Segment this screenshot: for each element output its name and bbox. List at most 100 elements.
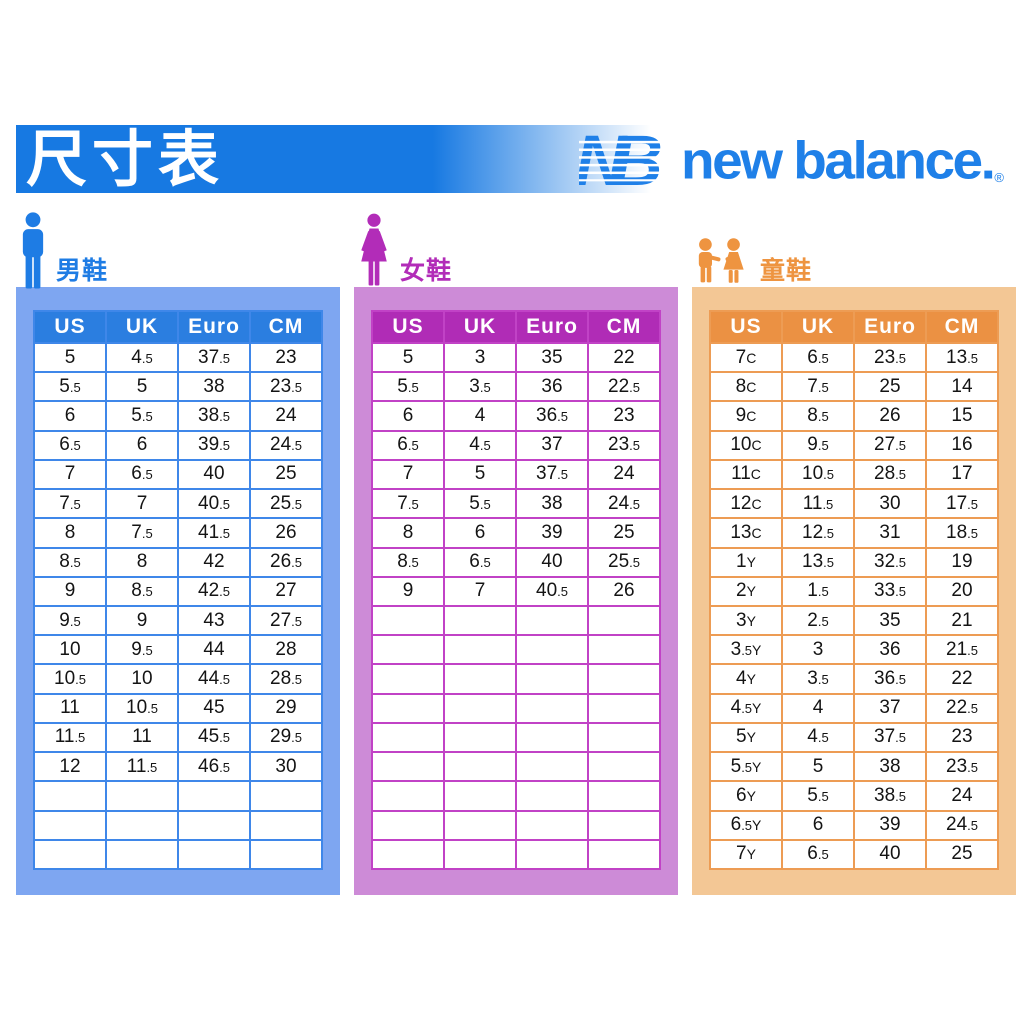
size-cell: 3Y <box>709 604 783 637</box>
size-cell: 3 <box>781 634 855 666</box>
size-cell: 9 <box>371 575 445 607</box>
size-cell: 25.5 <box>587 546 661 578</box>
size-cell: 21.5 <box>925 634 999 666</box>
size-cell: 5.5Y <box>709 751 783 783</box>
size-cell: 5 <box>105 371 179 403</box>
size-row: 7Y 6.5 40 25 <box>709 838 999 871</box>
size-row: 3Y 2.5 35 21 <box>709 604 999 637</box>
empty-cell <box>515 692 589 724</box>
empty-cell <box>443 809 517 841</box>
size-cell: 25 <box>249 458 323 491</box>
column-header-euro: Euro <box>177 310 251 344</box>
empty-row <box>371 780 661 812</box>
size-cell: 12.5 <box>781 517 855 549</box>
size-cell: 4.5 <box>781 721 855 754</box>
size-cell: 23.5 <box>249 371 323 403</box>
empty-cell <box>105 780 179 812</box>
registered-mark: ® <box>994 170 1004 185</box>
size-cell: 23 <box>925 721 999 754</box>
size-cell: 44 <box>177 634 251 666</box>
size-cell: 30 <box>853 488 927 520</box>
empty-cell <box>587 692 661 724</box>
size-cell: 11.5 <box>781 488 855 520</box>
size-cell: 2Y <box>709 575 783 607</box>
size-cell: 6.5 <box>105 458 179 491</box>
size-cell: 22.5 <box>925 692 999 724</box>
size-row: 11 10.5 45 29 <box>33 692 323 724</box>
empty-cell <box>443 634 517 666</box>
size-cell: 8 <box>105 546 179 578</box>
size-cell: 10.5 <box>105 692 179 724</box>
size-cell: 9 <box>105 604 179 637</box>
size-cell: 35 <box>515 341 589 374</box>
size-cell: 37 <box>853 692 927 724</box>
empty-cell <box>515 809 589 841</box>
size-row: 11.5 11 45.5 29.5 <box>33 721 323 754</box>
size-cell: 4.5Y <box>709 692 783 724</box>
size-cell: 18.5 <box>925 517 999 549</box>
empty-cell <box>105 809 179 841</box>
size-cell: 8 <box>371 517 445 549</box>
size-cell: 33.5 <box>853 575 927 607</box>
size-cell: 25 <box>853 371 927 403</box>
size-row: 9 8.5 42.5 27 <box>33 575 323 607</box>
empty-cell <box>371 721 445 754</box>
size-row: 6 5.5 38.5 24 <box>33 400 323 432</box>
size-cell: 8.5 <box>105 575 179 607</box>
size-cell: 5.5 <box>781 780 855 812</box>
size-row: 7 5 37.5 24 <box>371 458 661 491</box>
size-cell: 36.5 <box>515 400 589 432</box>
empty-cell <box>587 751 661 783</box>
size-cell: 7.5 <box>33 488 107 520</box>
size-cell: 4.5 <box>105 341 179 374</box>
size-cell: 6.5Y <box>709 809 783 841</box>
empty-row <box>33 780 323 812</box>
empty-cell <box>371 838 445 871</box>
empty-cell <box>249 809 323 841</box>
size-cell: 7Y <box>709 838 783 871</box>
size-cell: 27.5 <box>853 429 927 461</box>
size-row: 10.5 10 44.5 28.5 <box>33 663 323 695</box>
size-cell: 24 <box>587 458 661 491</box>
size-row: 4.5Y 4 37 22.5 <box>709 692 999 724</box>
empty-cell <box>33 809 107 841</box>
empty-cell <box>515 721 589 754</box>
size-cell: 9.5 <box>781 429 855 461</box>
size-cell: 32.5 <box>853 546 927 578</box>
men-section: 男鞋 US UK Euro CM 5 4.5 37.5 23 5.5 5 38 23.5 6 5.5 38.… <box>16 212 340 895</box>
size-cell: 12 <box>33 751 107 783</box>
men-panel: US UK Euro CM 5 4.5 37.5 23 5.5 5 38 23.5 6 5.5 38.5 24… <box>16 287 340 895</box>
size-cell: 5.5 <box>105 400 179 432</box>
size-row: 6Y 5.5 38.5 24 <box>709 780 999 812</box>
size-cell: 22 <box>925 663 999 695</box>
size-cell: 8.5 <box>371 546 445 578</box>
size-cell: 11.5 <box>33 721 107 754</box>
header-banner: 尺寸表 N B new balance. ® <box>16 125 1008 193</box>
size-cell: 36.5 <box>853 663 927 695</box>
size-cell: 10 <box>33 634 107 666</box>
size-cell: 6.5 <box>443 546 517 578</box>
size-cell: 7.5 <box>371 488 445 520</box>
empty-row <box>371 692 661 724</box>
kids-label: 童鞋 <box>760 257 813 285</box>
size-cell: 26 <box>853 400 927 432</box>
size-cell: 24 <box>249 400 323 432</box>
size-cell: 5.5 <box>443 488 517 520</box>
size-cell: 4 <box>781 692 855 724</box>
size-row: 8.5 8 42 26.5 <box>33 546 323 578</box>
size-row: 2Y 1.5 33.5 20 <box>709 575 999 607</box>
size-cell: 7 <box>443 575 517 607</box>
size-cell: 11 <box>33 692 107 724</box>
size-cell: 5 <box>443 458 517 491</box>
size-cell: 8.5 <box>33 546 107 578</box>
empty-cell <box>33 780 107 812</box>
size-row: 5.5Y 5 38 23.5 <box>709 751 999 783</box>
size-cell: 24.5 <box>249 429 323 461</box>
size-cell: 27 <box>249 575 323 607</box>
size-row: 5 4.5 37.5 23 <box>33 341 323 374</box>
size-cell: 11 <box>105 721 179 754</box>
empty-cell <box>443 838 517 871</box>
empty-cell <box>33 838 107 871</box>
size-row: 13C 12.5 31 18.5 <box>709 517 999 549</box>
size-cell: 39 <box>853 809 927 841</box>
